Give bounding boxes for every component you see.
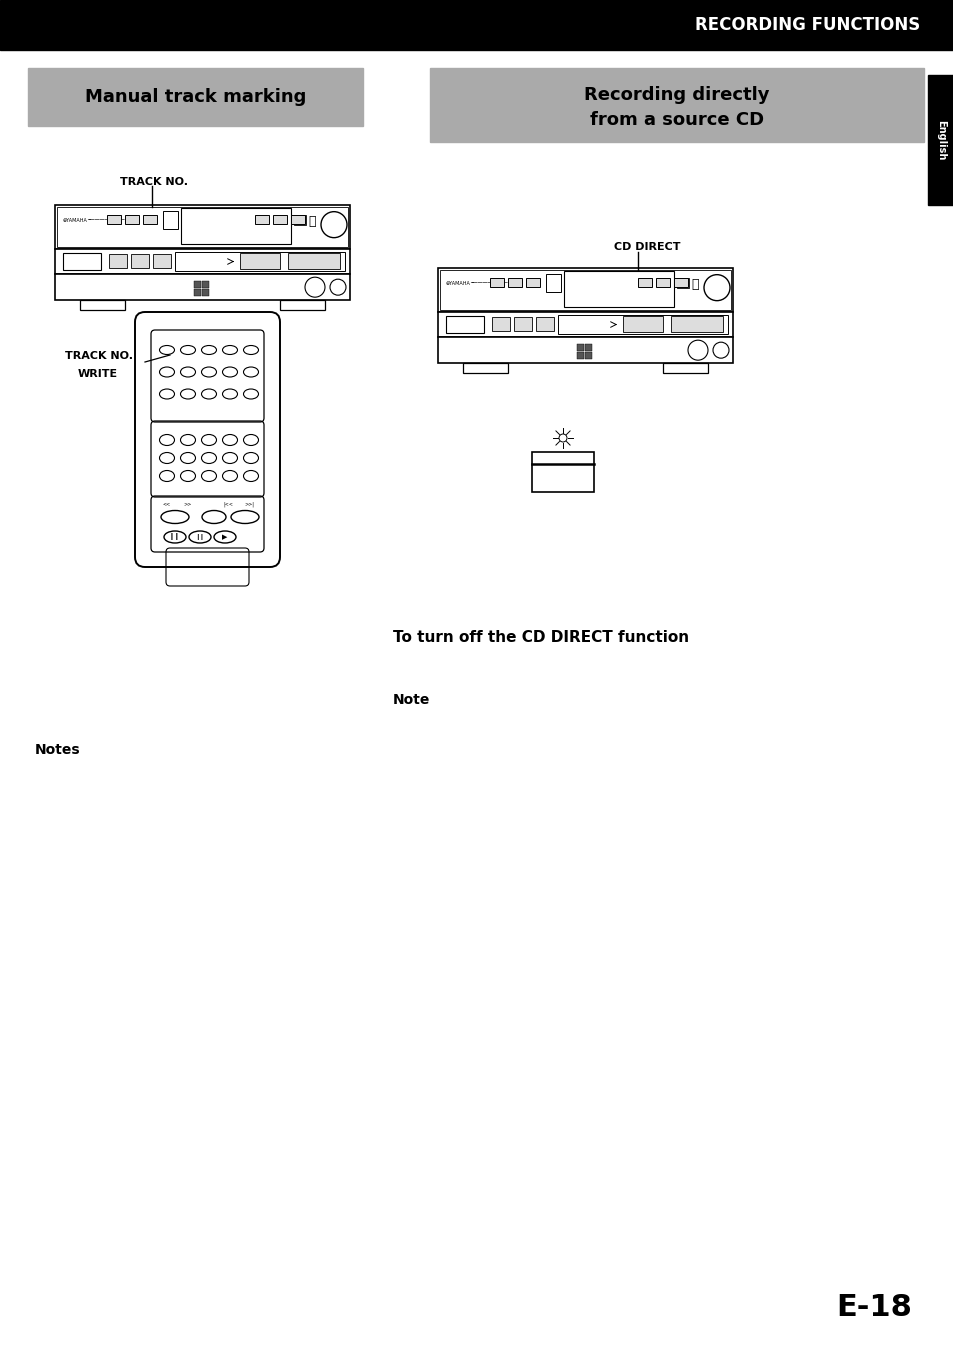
Bar — [254, 214, 269, 224]
Bar — [174, 252, 345, 271]
Bar — [63, 252, 101, 270]
Text: CD DIRECT: CD DIRECT — [614, 243, 679, 252]
Bar — [462, 363, 507, 373]
Bar — [536, 317, 554, 332]
Bar — [656, 278, 669, 287]
Bar — [109, 255, 127, 268]
Bar — [584, 352, 592, 359]
Bar — [927, 75, 953, 205]
Circle shape — [320, 212, 347, 237]
Bar — [55, 275, 350, 301]
Bar — [545, 274, 560, 293]
Circle shape — [703, 275, 729, 301]
FancyBboxPatch shape — [135, 311, 280, 568]
Bar — [638, 278, 651, 287]
Text: from a source CD: from a source CD — [589, 111, 763, 129]
Text: 𝄞: 𝄞 — [308, 216, 315, 228]
Text: Note: Note — [393, 693, 430, 706]
Text: English: English — [935, 120, 945, 160]
Text: ❙❙: ❙❙ — [195, 534, 204, 541]
Bar — [446, 315, 483, 333]
Bar — [193, 280, 201, 287]
Bar — [577, 344, 583, 350]
Bar — [193, 288, 201, 295]
Bar — [57, 208, 348, 247]
Bar — [507, 278, 521, 287]
Bar — [662, 363, 707, 373]
Bar — [670, 317, 722, 332]
Bar — [563, 271, 673, 307]
Bar — [202, 288, 209, 295]
Bar — [490, 278, 503, 287]
Text: ❙❙: ❙❙ — [169, 534, 181, 541]
Bar — [584, 344, 592, 350]
Bar — [55, 248, 350, 275]
Bar — [294, 214, 306, 225]
Text: WRITE: WRITE — [78, 369, 118, 379]
Bar — [288, 253, 339, 270]
Bar — [437, 311, 732, 337]
Bar — [492, 317, 510, 332]
Bar — [525, 278, 539, 287]
Bar — [673, 278, 687, 287]
Bar — [181, 209, 291, 244]
Bar — [240, 253, 280, 270]
Bar — [131, 255, 149, 268]
Bar — [514, 317, 532, 332]
Text: Notes: Notes — [35, 743, 81, 758]
Text: Recording directly: Recording directly — [583, 86, 769, 104]
Bar — [80, 301, 125, 310]
Bar — [430, 67, 923, 142]
Bar — [437, 337, 732, 363]
Bar — [202, 280, 209, 287]
Text: <<: << — [163, 501, 171, 507]
Bar — [0, 0, 953, 50]
Bar — [152, 255, 171, 268]
Text: Manual track marking: Manual track marking — [85, 88, 306, 106]
Bar — [163, 212, 178, 229]
Text: 𝄞: 𝄞 — [691, 278, 698, 291]
Text: ⊕YAMAHA: ⊕YAMAHA — [446, 280, 471, 286]
Bar — [280, 301, 325, 310]
Bar — [143, 214, 157, 224]
Text: TRACK NO.: TRACK NO. — [120, 177, 188, 187]
Text: ⊕YAMAHA: ⊕YAMAHA — [63, 218, 88, 222]
Text: ▶: ▶ — [222, 534, 228, 541]
Text: TRACK NO.: TRACK NO. — [65, 350, 132, 361]
Bar — [532, 452, 594, 492]
Text: >>|: >>| — [244, 501, 253, 507]
Bar — [577, 352, 583, 359]
Bar — [439, 270, 730, 310]
Bar — [55, 205, 350, 248]
Bar — [677, 278, 688, 287]
Bar — [125, 214, 139, 224]
Text: ─────────────────: ───────────────── — [87, 218, 130, 222]
Bar — [291, 214, 305, 224]
Bar — [558, 315, 727, 334]
Text: >>: >> — [184, 501, 192, 507]
Text: ─────────────────: ───────────────── — [470, 282, 512, 286]
Text: RECORDING FUNCTIONS: RECORDING FUNCTIONS — [694, 16, 919, 34]
Text: To turn off the CD DIRECT function: To turn off the CD DIRECT function — [393, 630, 688, 644]
Bar — [622, 317, 662, 332]
Bar — [28, 67, 363, 125]
Bar — [437, 268, 732, 311]
Bar — [107, 214, 121, 224]
Bar — [273, 214, 287, 224]
Text: |<<: |<< — [223, 501, 233, 507]
Text: E-18: E-18 — [835, 1294, 911, 1322]
